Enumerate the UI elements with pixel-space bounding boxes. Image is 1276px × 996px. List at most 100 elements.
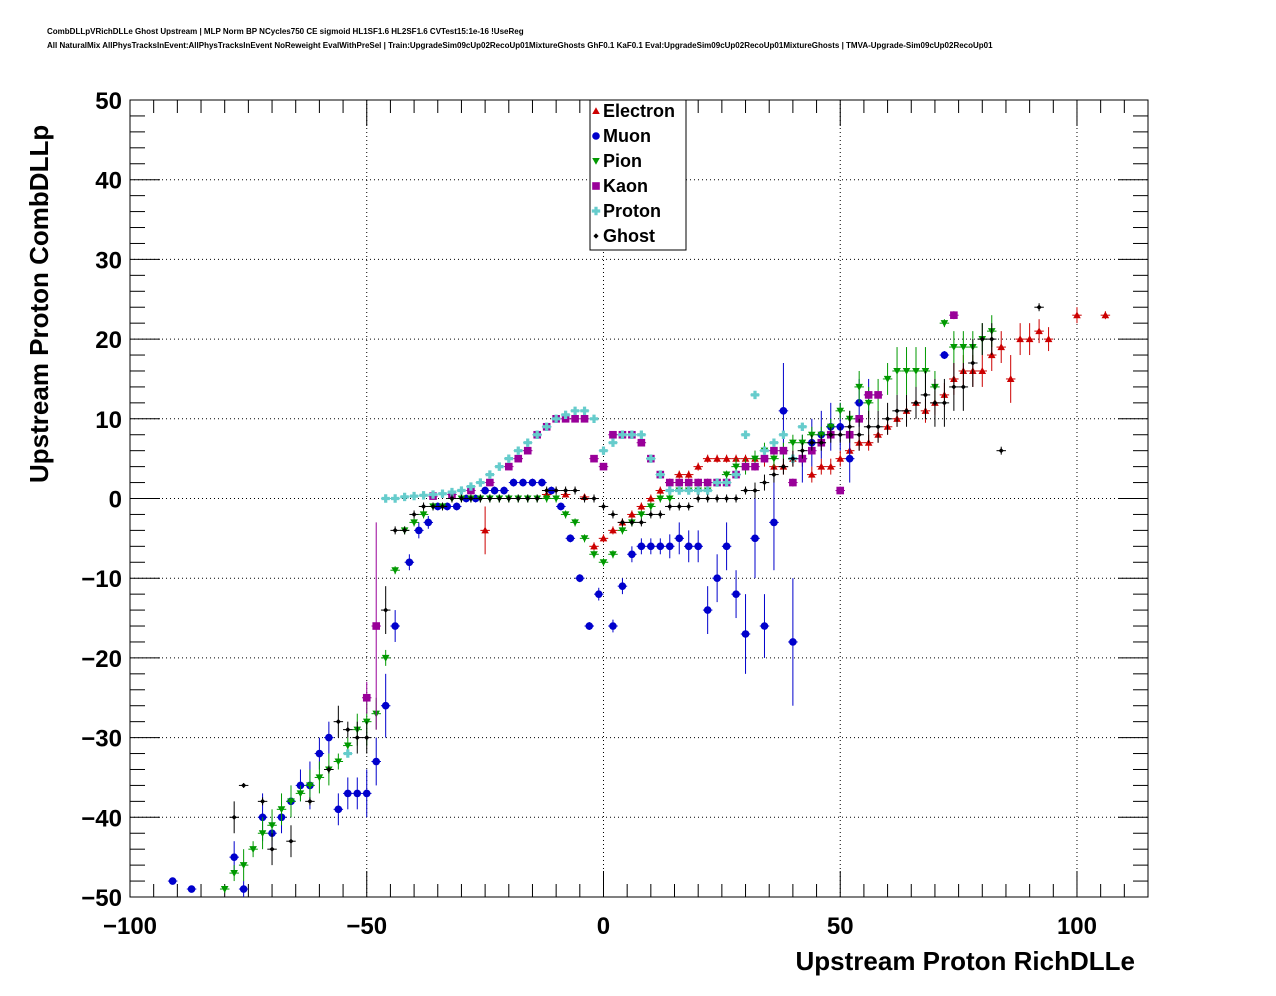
ghost-point [563,487,569,494]
muon-point [609,622,617,630]
ghost-point [449,495,455,502]
ghost-point [496,495,502,502]
pion-point [306,782,314,790]
ghost-point [970,360,976,366]
legend-marker-electron [592,107,600,115]
ghost-point [383,607,389,613]
ghost-point [941,400,947,406]
electron-point [599,534,608,542]
electron-point [826,462,835,470]
proton-point [646,454,656,463]
kaon-point [703,478,712,487]
muon-point [722,542,731,551]
muon-point [576,574,584,582]
ghost-point [752,487,758,494]
pion-point [599,559,608,567]
kaon-point [609,430,617,439]
ghost-point [420,503,427,510]
proton-point [447,487,457,497]
pion-point [864,399,873,407]
muon-point [760,622,769,630]
proton-point [390,494,400,503]
proton-point [419,491,428,500]
series-kaon [362,311,959,730]
electron-point [1016,335,1024,343]
pion-point [722,471,731,479]
proton-point [712,478,722,487]
ghost-point [847,424,853,430]
muon-point [315,749,324,758]
electron-point [997,343,1006,351]
proton-point [760,446,769,455]
electron-point [722,454,731,462]
x-tick-label: −100 [103,913,157,940]
ghost-point [534,495,540,502]
ghost-point [676,503,682,510]
ghost-point [572,487,578,494]
proton-point [618,430,627,439]
proton-point [466,482,476,491]
muon-point [405,558,414,567]
proton-point [523,438,532,447]
proton-point [438,489,447,498]
electron-point [1073,311,1081,319]
kaon-point [486,478,494,487]
kaon-point [798,454,807,463]
kaon-point [864,391,873,399]
kaon-point [770,446,778,455]
pion-point [258,830,267,838]
ghost-point [515,495,521,502]
pion-point [561,511,570,519]
y-tick-label: 20 [95,327,122,354]
proton-point [779,430,788,439]
pion-point [665,495,674,503]
kaon-point [504,462,513,471]
muon-point [703,606,712,614]
ghost-point [345,727,351,733]
muon-point [452,502,461,511]
y-tick-label: −10 [81,566,122,593]
electron-point [713,454,721,462]
proton-point [684,486,693,495]
proton-point [798,422,807,431]
legend-marker-ghost [593,233,599,239]
ghost-point [657,511,663,518]
muon-point [940,351,949,359]
pion-point [315,774,324,782]
muon-point [566,534,575,543]
ghost-point [581,495,588,502]
ghost-point [439,503,446,510]
pion-point [230,870,238,877]
kaon-point [372,622,381,630]
ghost-point [922,392,929,398]
pion-point [580,535,589,543]
legend-marker-muon [592,132,600,140]
pion-point [381,654,390,662]
muon-point [585,622,594,630]
y-tick-label: 50 [95,88,122,115]
ghost-point [979,336,985,342]
ghost-point [818,440,824,446]
kaon-point [684,478,693,487]
ghost-point [960,384,966,390]
proton-point [542,422,551,431]
proton-point [514,446,523,455]
muon-point [509,478,518,487]
kaon-point [694,478,702,487]
electron-point [481,526,489,534]
legend-label-ghost: Ghost [603,226,655,246]
muon-point [490,486,499,495]
proton-point [703,486,712,495]
pion-point [344,742,352,750]
pion-point [751,455,759,463]
kaon-point [580,415,589,423]
ghost-point [477,495,483,502]
electron-point [978,367,987,375]
ghost-point [629,519,635,526]
pion-point [893,367,901,375]
ghost-point [667,503,673,510]
pion-point [571,519,579,527]
ghost-point [335,719,341,725]
pion-point [249,846,257,853]
